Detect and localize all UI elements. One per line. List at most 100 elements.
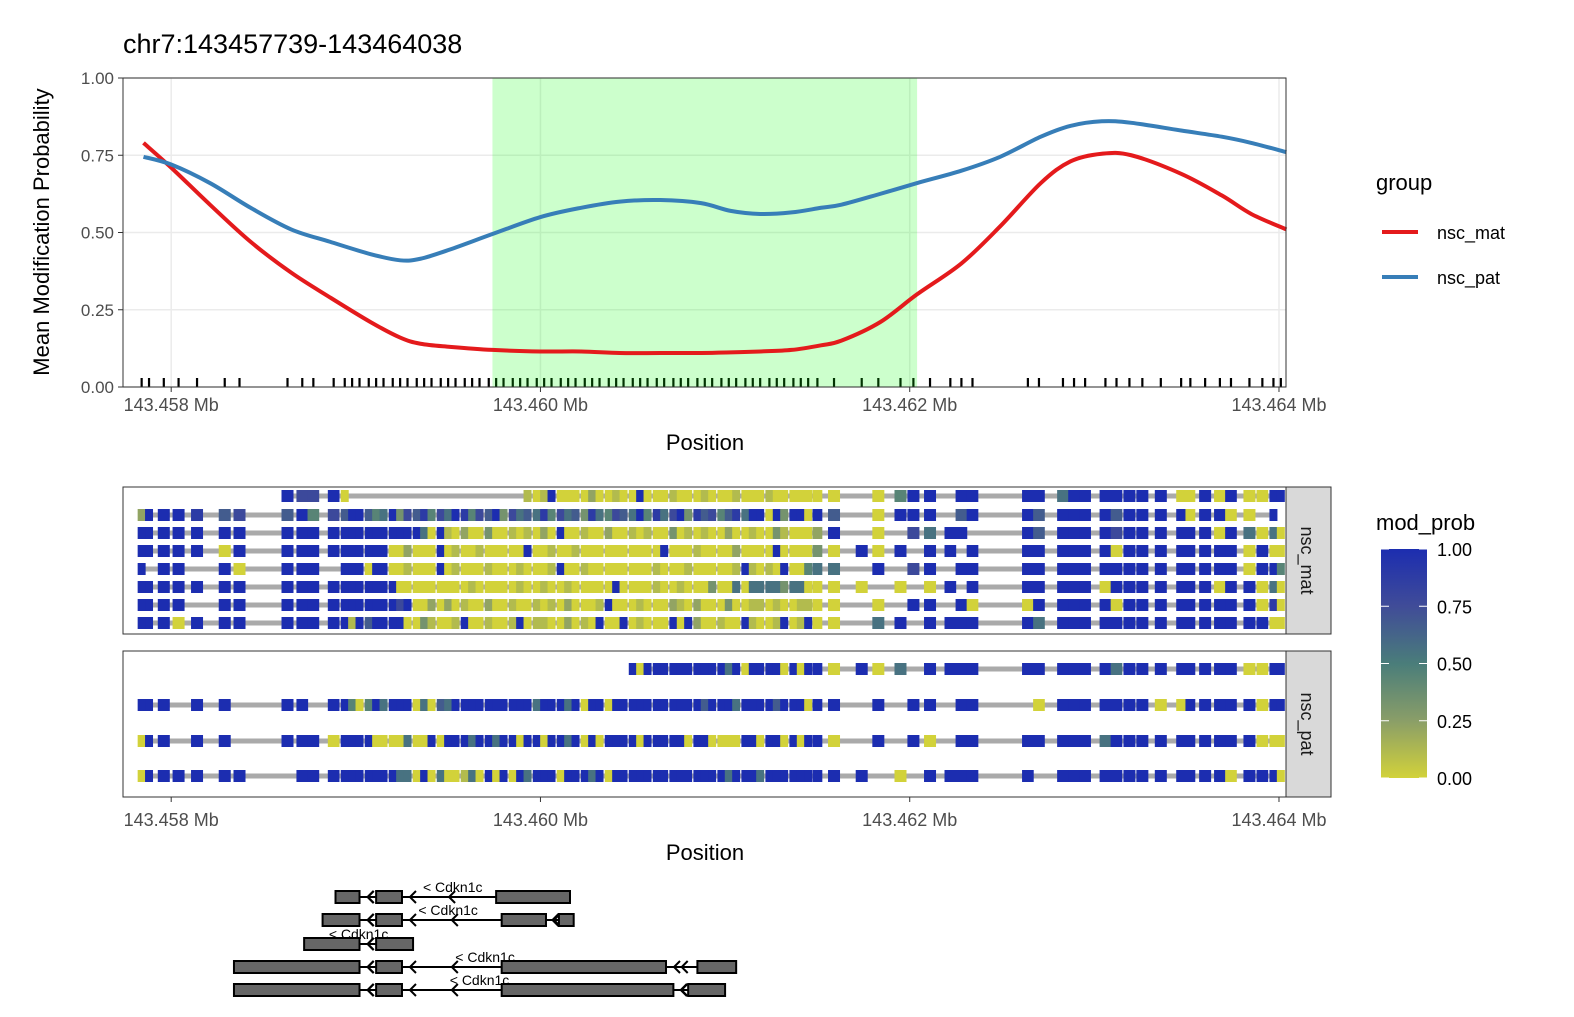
cpg-call <box>1269 663 1278 675</box>
read-nsc_pat <box>628 663 1285 675</box>
cpg-call <box>789 545 798 557</box>
cpg-call <box>1243 545 1256 557</box>
cpg-call <box>556 617 565 629</box>
cpg-call <box>855 581 868 593</box>
cpg-call <box>907 509 920 521</box>
cpg-call <box>427 509 436 521</box>
cpg-call <box>327 617 340 629</box>
cpg-call <box>966 735 979 747</box>
cpg-call <box>1243 699 1256 711</box>
cpg-call <box>812 663 823 675</box>
cpg-call <box>684 581 693 593</box>
cpg-call <box>1225 509 1237 521</box>
cpg-call <box>1243 770 1256 782</box>
cpg-call <box>619 735 628 747</box>
cpg-call <box>741 490 750 502</box>
cpg-call <box>924 617 937 629</box>
cpg-call <box>137 699 146 711</box>
cpg-call <box>1276 581 1285 593</box>
cpg-call <box>780 617 789 629</box>
cpg-call <box>475 599 484 611</box>
cpg-call <box>492 617 501 629</box>
cpg-call <box>944 527 957 539</box>
cpg-call <box>669 663 678 675</box>
cpg-call <box>741 770 750 782</box>
cpg-call <box>340 599 349 611</box>
cpg-call <box>372 599 381 611</box>
cpg-call <box>571 490 580 502</box>
cpg-call <box>628 509 637 521</box>
y-tick-label: 0.50 <box>81 224 114 243</box>
cpg-call <box>388 735 397 747</box>
cpg-call <box>966 545 979 557</box>
cpg-call <box>571 563 580 575</box>
cpg-call <box>1110 770 1123 782</box>
x-axis-label-heatmap: Position <box>666 840 744 865</box>
cpg-call <box>924 699 937 711</box>
cpg-call <box>660 509 669 521</box>
cpg-call <box>669 599 678 611</box>
x-tick-label: 143.458 Mb <box>124 395 219 415</box>
cpg-call <box>1033 581 1045 593</box>
cpg-call <box>355 527 364 539</box>
cpg-call <box>468 599 477 611</box>
cpg-call <box>676 581 685 593</box>
cpg-call <box>660 735 669 747</box>
cpg-call <box>460 509 469 521</box>
cpg-call <box>628 663 637 675</box>
cpg-call <box>1057 581 1069 593</box>
cpg-call <box>1185 563 1196 575</box>
strand-arrow-icon <box>450 960 459 974</box>
cpg-call <box>619 563 628 575</box>
cpg-call <box>588 617 597 629</box>
cpg-call <box>1079 545 1091 557</box>
cpg-call <box>741 699 750 711</box>
cpg-call <box>1243 735 1256 747</box>
x-axis-ticks: 143.458 Mb 143.460 Mb 143.462 Mb 143.464 Mb <box>124 387 1327 415</box>
cpg-call <box>660 663 669 675</box>
cpg-call <box>741 509 750 521</box>
cpg-call <box>281 545 294 557</box>
cpg-call <box>780 599 789 611</box>
cpg-call <box>604 599 613 611</box>
cpg-call <box>532 699 541 711</box>
x-tick-label: 143.464 Mb <box>1231 395 1326 415</box>
strand-arrow-icon <box>366 960 375 974</box>
cpg-call <box>789 581 798 593</box>
cpg-call <box>907 735 920 747</box>
cpg-call <box>532 509 541 521</box>
cpg-call <box>955 699 968 711</box>
cpg-call <box>717 527 726 539</box>
cpg-call <box>741 545 750 557</box>
cpg-call <box>420 509 429 521</box>
cpg-call <box>955 563 968 575</box>
cpg-call <box>708 699 717 711</box>
cpg-call <box>564 509 573 521</box>
transcript-label: < Cdkn1c <box>329 926 389 942</box>
cpg-call <box>460 599 469 611</box>
strand-arrow-icon <box>679 983 688 997</box>
cpg-call <box>460 699 469 711</box>
cpg-call <box>327 527 340 539</box>
read-nsc_mat <box>137 509 1278 521</box>
cpg-call <box>403 735 412 747</box>
cpg-call <box>660 617 669 629</box>
cpg-call <box>388 599 397 611</box>
cpg-call <box>327 770 340 782</box>
strand-arrow-icon <box>447 890 456 904</box>
cpg-call <box>828 490 841 502</box>
cpg-call <box>157 581 170 593</box>
cpg-call <box>924 545 937 557</box>
cpg-call <box>636 509 645 521</box>
cpg-call <box>1068 490 1080 502</box>
cpg-call <box>475 699 484 711</box>
cpg-call <box>427 545 436 557</box>
cpg-call <box>628 581 637 593</box>
cpg-call <box>484 617 493 629</box>
cpg-call <box>396 599 405 611</box>
cpg-call <box>700 545 709 557</box>
cpg-call <box>436 699 445 711</box>
cpg-call <box>1136 545 1149 557</box>
cpg-call <box>355 563 364 575</box>
cpg-call <box>1123 545 1136 557</box>
